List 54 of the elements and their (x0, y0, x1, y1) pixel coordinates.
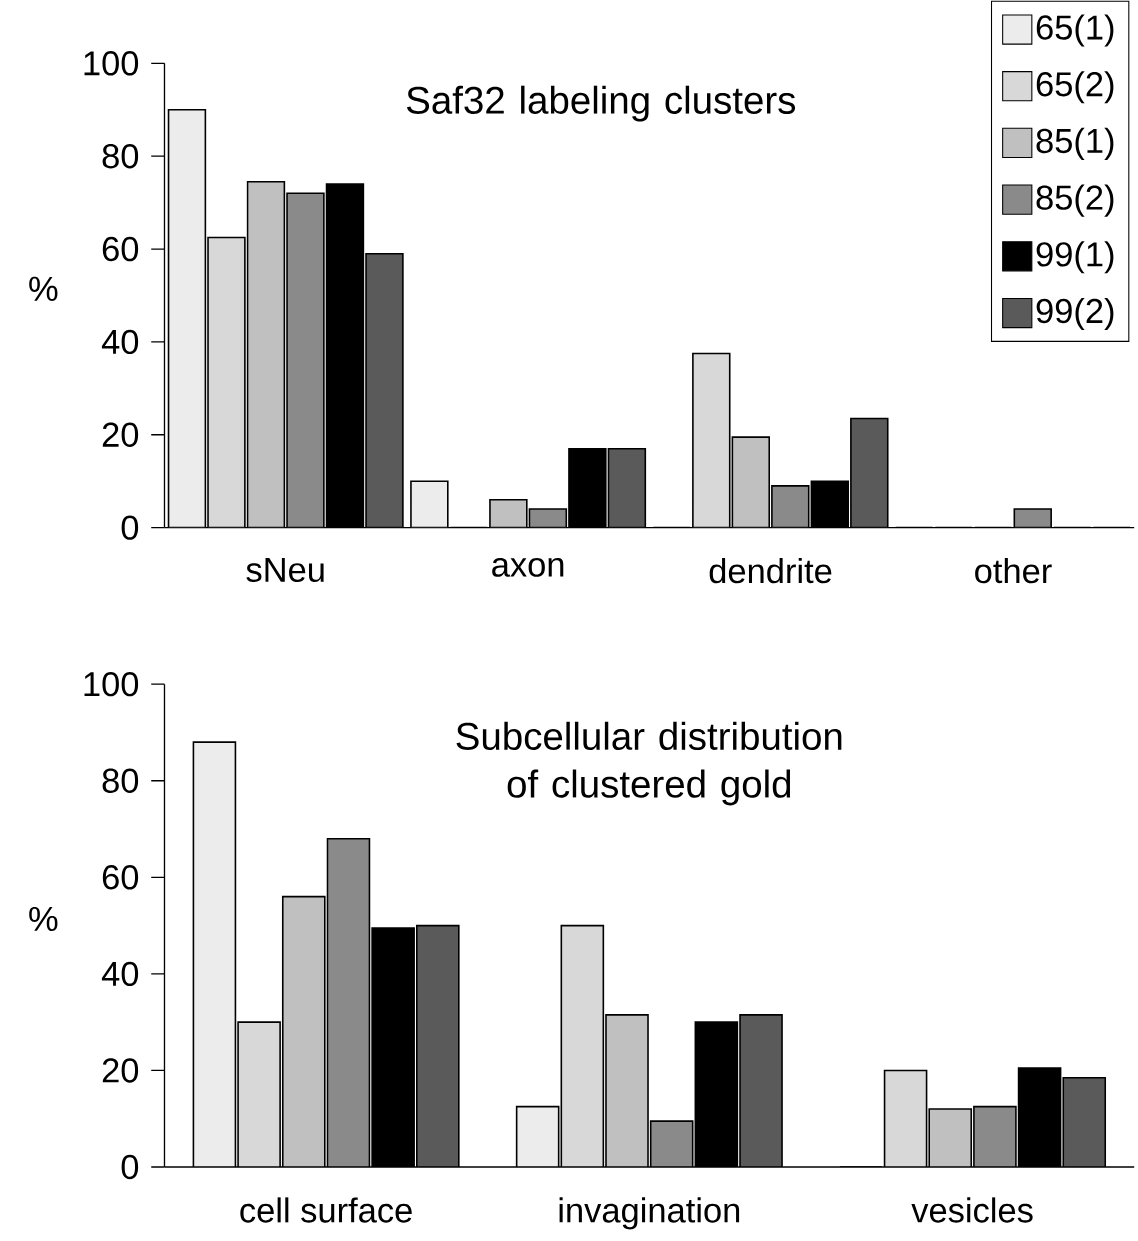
bar (410, 481, 448, 528)
bar (850, 418, 888, 528)
bar (732, 437, 770, 528)
y-axis-title: % (29, 276, 58, 301)
bar (1062, 1076, 1106, 1168)
bar (193, 742, 236, 1168)
bar (561, 925, 604, 1168)
y-tick-label: 20 (102, 1058, 139, 1083)
bar (168, 109, 206, 528)
y-tick-label: 20 (102, 422, 139, 447)
x-tick-label: cell surface (240, 1197, 412, 1223)
x-tick-label: vesicles (911, 1197, 1033, 1223)
y-tick-label: 60 (102, 236, 139, 262)
y-tick-label: 0 (121, 515, 139, 540)
legend-label: 85(1) (1036, 127, 1114, 160)
bar (416, 925, 459, 1168)
x-tick-label: invagination (559, 1197, 740, 1230)
bar (365, 253, 403, 528)
text: Saf32 labeling clusters (406, 85, 795, 122)
bar (928, 1108, 972, 1168)
legend-label: 99(2) (1036, 297, 1114, 331)
x-tick-label: axon (492, 557, 564, 577)
bar (286, 193, 324, 528)
y-tick-label: 80 (102, 768, 139, 793)
legend-label: 65(2) (1036, 71, 1114, 104)
bar (692, 353, 730, 528)
bar (973, 1105, 1017, 1168)
bar (282, 896, 325, 1168)
bar (771, 485, 809, 528)
bar (516, 1106, 559, 1168)
y-tick-label: 0 (121, 1154, 139, 1180)
bar (739, 1014, 782, 1168)
y-tick-label: 100 (84, 51, 139, 76)
legend-label: 65(1) (1036, 14, 1114, 47)
bar (605, 1014, 648, 1168)
y-tick-label: 100 (84, 671, 139, 697)
bar (650, 1121, 693, 1168)
y-tick-label: 40 (101, 329, 139, 355)
y-tick-label: 40 (101, 961, 139, 987)
bar (238, 1022, 281, 1168)
bar (247, 181, 285, 528)
bar (327, 838, 370, 1168)
legend-label: 85(2) (1036, 184, 1114, 217)
bar (207, 237, 245, 528)
y-tick-label: 60 (102, 865, 139, 890)
bar (883, 1069, 928, 1168)
text: Subcellular distribution of clustered gold (456, 721, 842, 806)
legend-label: 99(1) (1036, 241, 1114, 274)
x-tick-label: dendrite (709, 557, 832, 584)
x-tick-label: sNeu (246, 557, 324, 583)
bar (608, 448, 646, 528)
y-axis-title: % (29, 906, 58, 932)
y-tick-label: 80 (102, 143, 139, 169)
x-tick-label: other (975, 557, 1052, 584)
